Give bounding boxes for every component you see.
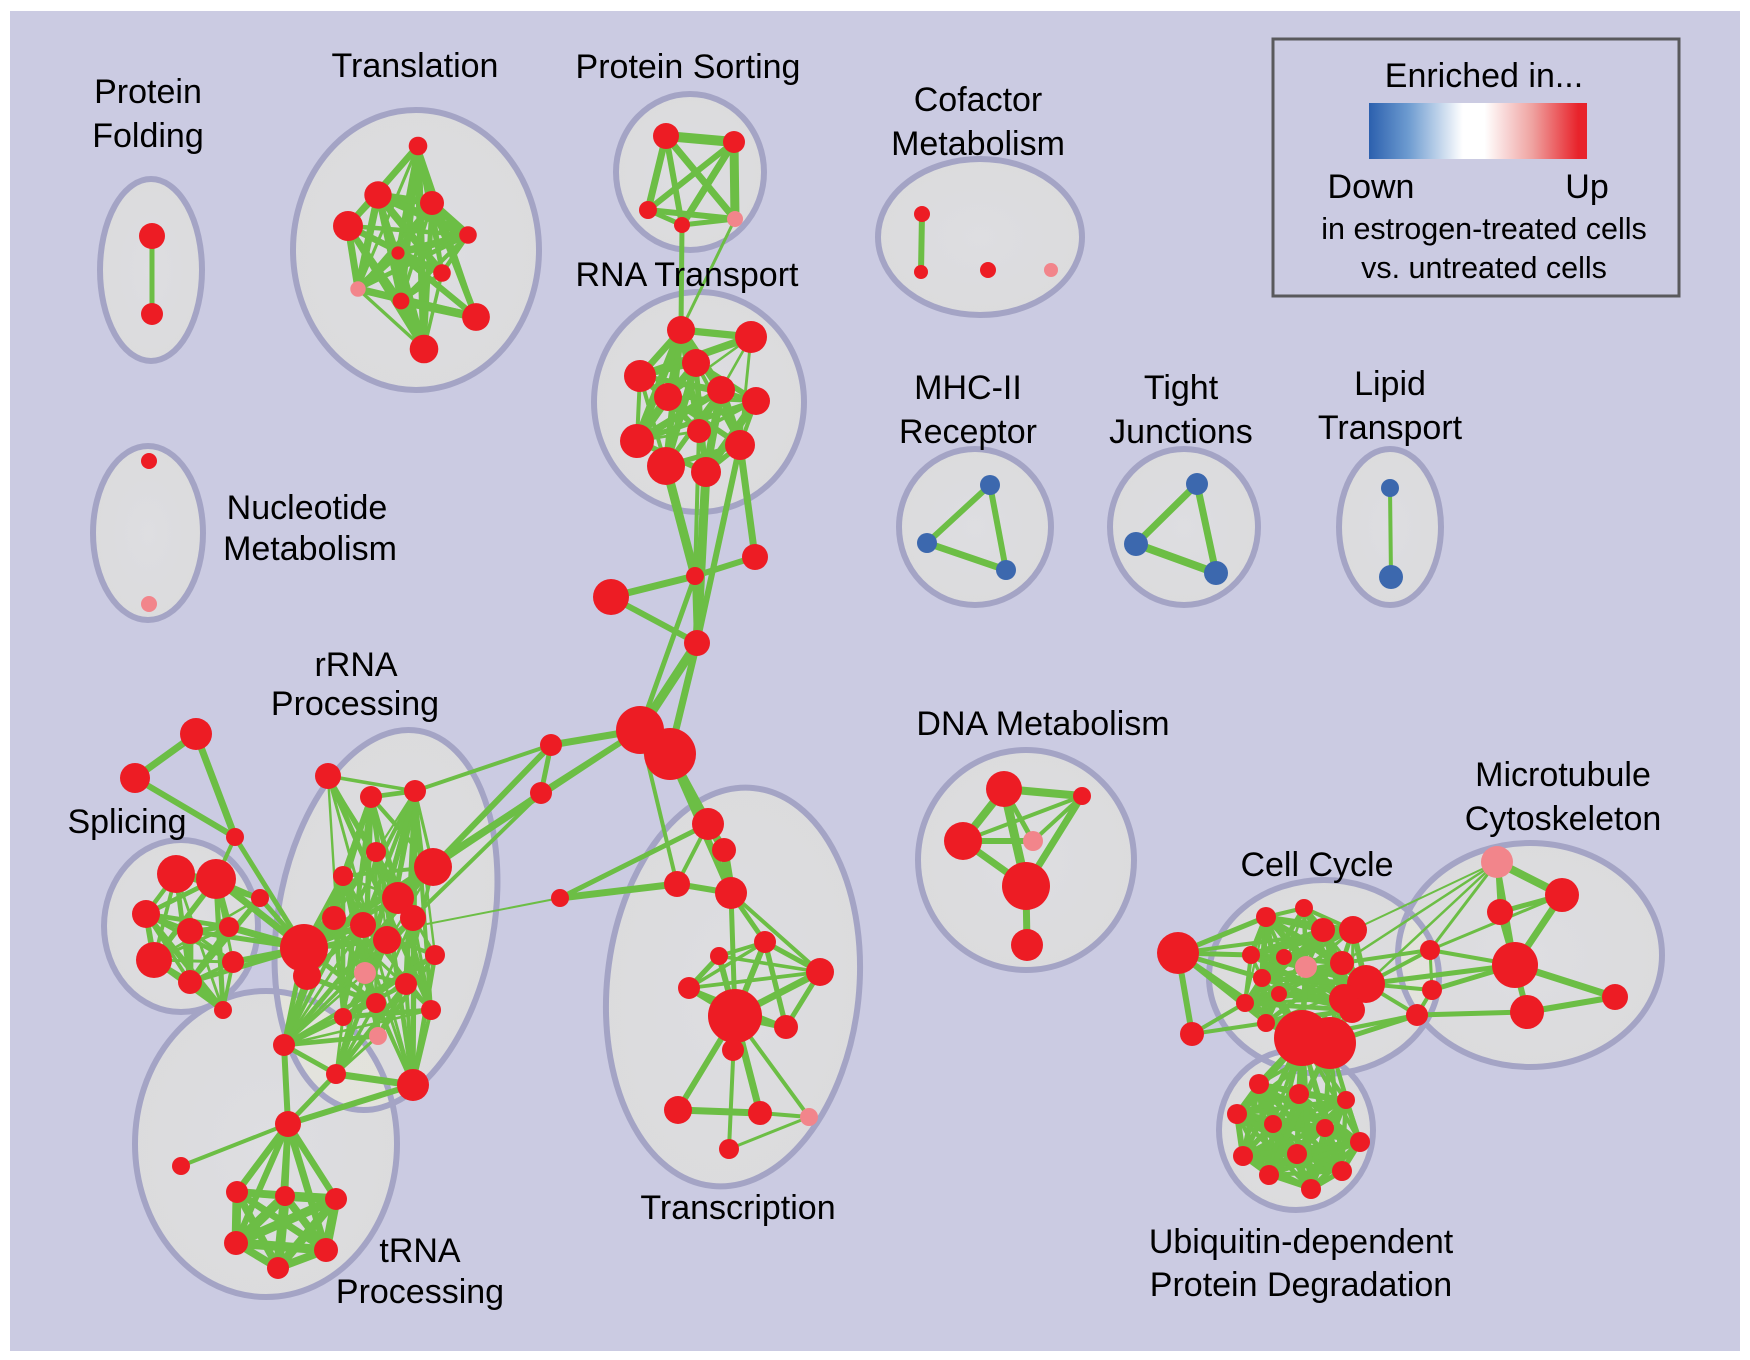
svg-text:Splicing: Splicing: [67, 803, 186, 841]
svg-text:rRNA: rRNA: [314, 646, 397, 684]
svg-text:vs. untreated cells: vs. untreated cells: [1361, 251, 1607, 285]
svg-text:tRNA: tRNA: [379, 1232, 461, 1270]
svg-text:Ubiquitin-dependent: Ubiquitin-dependent: [1149, 1223, 1454, 1261]
svg-text:Receptor: Receptor: [899, 413, 1037, 451]
svg-text:Folding: Folding: [92, 117, 204, 155]
svg-text:Cell Cycle: Cell Cycle: [1240, 846, 1393, 884]
svg-text:Metabolism: Metabolism: [891, 125, 1065, 163]
svg-text:MHC-II: MHC-II: [914, 369, 1022, 407]
svg-text:in estrogen-treated cells: in estrogen-treated cells: [1321, 212, 1647, 246]
svg-text:Protein Sorting: Protein Sorting: [576, 48, 801, 86]
svg-text:Transport: Transport: [1318, 409, 1463, 447]
svg-text:Transcription: Transcription: [640, 1189, 835, 1227]
svg-text:Translation: Translation: [332, 47, 499, 85]
svg-text:RNA Transport: RNA Transport: [576, 256, 800, 294]
svg-text:Protein Degradation: Protein Degradation: [1150, 1266, 1452, 1304]
svg-text:Processing: Processing: [271, 685, 439, 723]
svg-text:Up: Up: [1565, 168, 1608, 206]
svg-text:Enriched in...: Enriched in...: [1385, 57, 1583, 95]
svg-text:Cytoskeleton: Cytoskeleton: [1465, 800, 1662, 838]
svg-text:Processing: Processing: [336, 1273, 504, 1311]
svg-text:Lipid: Lipid: [1354, 365, 1426, 403]
svg-text:Down: Down: [1328, 168, 1415, 206]
svg-text:DNA Metabolism: DNA Metabolism: [916, 705, 1169, 743]
svg-text:Cofactor: Cofactor: [914, 81, 1043, 119]
svg-text:Nucleotide: Nucleotide: [227, 489, 388, 527]
svg-text:Junctions: Junctions: [1109, 413, 1253, 451]
svg-text:Microtubule: Microtubule: [1475, 756, 1651, 794]
svg-text:Tight: Tight: [1144, 369, 1219, 407]
svg-text:Metabolism: Metabolism: [223, 530, 397, 568]
svg-text:Protein: Protein: [94, 73, 202, 111]
